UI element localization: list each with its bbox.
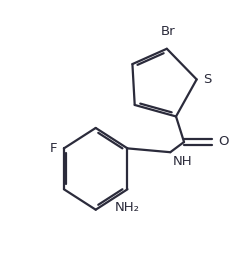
Text: NH: NH (173, 155, 193, 168)
Text: NH₂: NH₂ (115, 201, 140, 214)
Text: S: S (204, 73, 212, 86)
Text: F: F (50, 142, 58, 155)
Text: Br: Br (161, 25, 175, 38)
Text: O: O (218, 135, 228, 149)
